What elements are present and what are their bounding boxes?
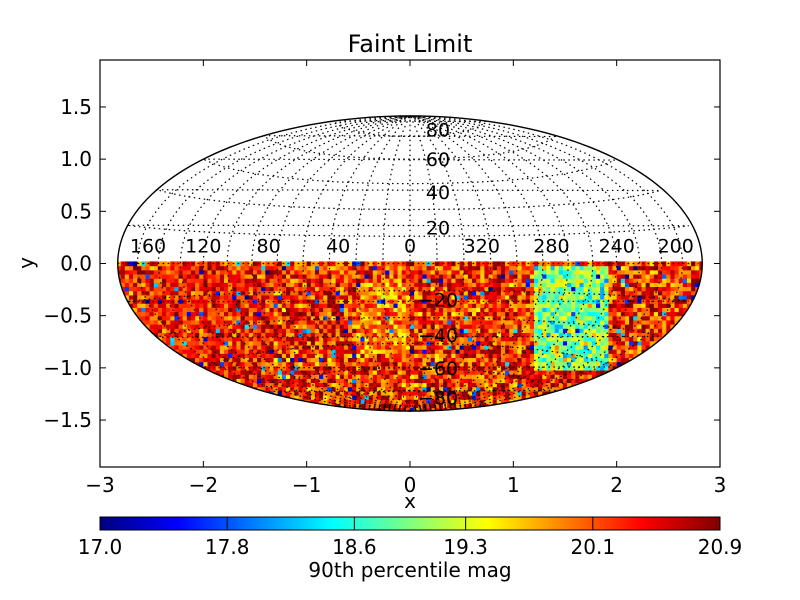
x-tick-label: 1 <box>507 473 520 497</box>
x-tick-label: 3 <box>714 473 727 497</box>
y-tick-label: 0.5 <box>60 199 92 223</box>
longitude-label: 320 <box>464 236 500 258</box>
y-tick-label: −0.5 <box>43 304 92 328</box>
y-axis-label: y <box>14 257 38 269</box>
latitude-label: −40 <box>418 325 458 347</box>
y-tick-label: 0.0 <box>60 252 92 276</box>
latitude-line <box>333 120 487 138</box>
x-tick-label: −1 <box>292 473 321 497</box>
longitude-label: 80 <box>257 236 281 258</box>
latitude-label: 40 <box>426 182 450 204</box>
x-axis-label: x <box>404 489 416 513</box>
x-axis-ticks: −3 −2 −1 0 1 2 3 <box>85 60 726 497</box>
longitude-label: 160 <box>130 236 166 258</box>
chart-title: Faint Limit <box>348 30 473 58</box>
heatmap <box>117 261 703 412</box>
colorbar-label: 90th percentile mag <box>308 558 511 582</box>
y-tick-label: −1.0 <box>43 356 92 380</box>
longitude-line <box>355 115 411 412</box>
y-tick-label: 1.5 <box>60 95 92 119</box>
longitude-line <box>409 115 492 412</box>
latitude-label: 80 <box>426 119 450 141</box>
colorbar-tick-label: 17.8 <box>205 535 250 559</box>
x-tick-label: −3 <box>85 473 114 497</box>
latitude-label: −20 <box>418 290 458 312</box>
colorbar-tick-label: 17.0 <box>78 535 123 559</box>
colorbar-gradient <box>99 516 721 531</box>
longitude-line <box>409 115 438 412</box>
plot-area: 2002402803200408012016080604020−20−40−60… <box>43 59 726 497</box>
longitude-line <box>409 115 544 412</box>
colorbar-tick-label: 18.6 <box>332 535 377 559</box>
x-tick-label: −2 <box>189 473 218 497</box>
longitude-line <box>409 115 465 412</box>
longitude-label: 120 <box>185 236 221 258</box>
y-tick-label: −1.5 <box>43 408 92 432</box>
longitude-label: 200 <box>658 236 694 258</box>
latitude-label: 60 <box>426 149 450 171</box>
longitude-line <box>136 115 411 412</box>
longitude-label: 40 <box>326 236 350 258</box>
latitude-line <box>263 135 557 160</box>
longitude-line <box>409 115 663 412</box>
colorbar-tick-label: 19.3 <box>443 535 488 559</box>
y-axis-ticks: 1.5 1.0 0.5 0.0 −0.5 −1.0 −1.5 <box>43 95 720 432</box>
longitude-label: 280 <box>533 236 569 258</box>
projection-outline <box>117 115 703 412</box>
latitude-line <box>156 189 661 211</box>
longitude-line <box>409 115 684 412</box>
latitude-line <box>203 158 615 185</box>
graticule-labels: 200 240 280 320 0 40 80 120 160 80 60 40 20 −20 −40 −60… <box>130 119 694 409</box>
x-tick-label: 0 <box>404 473 417 497</box>
colorbar-tick-label: 20.1 <box>571 535 616 559</box>
longitude-line <box>382 115 411 412</box>
colorbar: 17.0 17.8 18.6 19.3 20.1 20.9 90th percentile… <box>78 516 743 582</box>
graticule <box>117 115 699 412</box>
y-tick-label: 1.0 <box>60 147 92 171</box>
latitude-label: −60 <box>418 358 458 380</box>
latitude-label: −80 <box>418 388 458 410</box>
latitude-label: 20 <box>426 217 450 239</box>
longitude-line <box>276 115 411 412</box>
x-tick-label: 2 <box>610 473 623 497</box>
colorbar-ticks: 17.0 17.8 18.6 19.3 20.1 20.9 <box>78 517 743 559</box>
latitude-line <box>263 367 557 392</box>
longitude-label: 240 <box>599 236 635 258</box>
longitude-label: 0 <box>404 236 416 258</box>
longitude-line <box>157 115 411 412</box>
latitude-line <box>156 316 661 338</box>
colorbar-tick-label: 20.9 <box>698 535 743 559</box>
longitude-line <box>328 115 411 412</box>
